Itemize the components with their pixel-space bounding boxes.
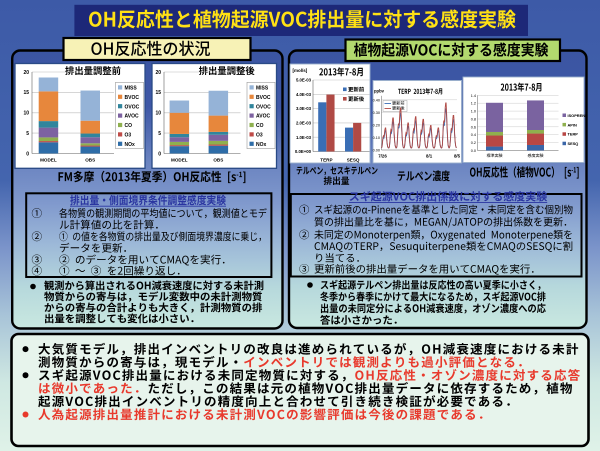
svg-text:NOx: NOx bbox=[256, 142, 267, 148]
svg-text:15: 15 bbox=[155, 90, 161, 96]
svg-text:2.0E-03: 2.0E-03 bbox=[296, 121, 312, 126]
svg-text:0.10: 0.10 bbox=[373, 136, 380, 140]
svg-text:APIN: APIN bbox=[568, 122, 577, 127]
svg-text:CO: CO bbox=[256, 123, 264, 129]
svg-text:ppbv: ppbv bbox=[374, 89, 385, 94]
svg-text:SESQ: SESQ bbox=[568, 141, 579, 146]
svg-text:0.6: 0.6 bbox=[471, 125, 476, 129]
svg-text:5: 5 bbox=[26, 131, 29, 137]
svg-text:[mol/s]: [mol/s] bbox=[293, 68, 308, 73]
svg-text:MISS: MISS bbox=[125, 86, 138, 92]
svg-text:0.4: 0.4 bbox=[471, 133, 476, 137]
svg-text:AVOC: AVOC bbox=[256, 114, 270, 120]
svg-text:0.40: 0.40 bbox=[373, 98, 380, 102]
svg-text:TERP: TERP bbox=[568, 132, 579, 137]
svg-text:0.30: 0.30 bbox=[373, 111, 380, 115]
svg-text:5: 5 bbox=[158, 131, 161, 137]
svg-text:CO: CO bbox=[125, 123, 133, 129]
svg-text:OVOC: OVOC bbox=[256, 104, 271, 110]
svg-text:O3: O3 bbox=[125, 133, 132, 139]
svg-text:15: 15 bbox=[23, 90, 29, 96]
svg-text:1.0E-03: 1.0E-03 bbox=[296, 135, 312, 140]
svg-text:0.0: 0.0 bbox=[471, 149, 476, 153]
svg-text:0.2: 0.2 bbox=[471, 141, 476, 145]
svg-text:MISS: MISS bbox=[256, 86, 269, 92]
svg-text:20: 20 bbox=[155, 70, 161, 76]
svg-text:TERP: TERP bbox=[320, 158, 332, 163]
svg-text:7/26: 7/26 bbox=[378, 153, 387, 158]
svg-text:BVOC: BVOC bbox=[256, 95, 271, 101]
svg-text:0.0E+00: 0.0E+00 bbox=[295, 149, 312, 154]
svg-text:0: 0 bbox=[26, 151, 29, 157]
svg-text:1.2: 1.2 bbox=[471, 102, 476, 106]
svg-text:20: 20 bbox=[23, 70, 29, 76]
svg-text:8/5: 8/5 bbox=[454, 153, 461, 158]
svg-text:MODEL: MODEL bbox=[40, 158, 57, 163]
svg-text:5.0E-03: 5.0E-03 bbox=[296, 78, 312, 83]
svg-text:ISOPRENE: ISOPRENE bbox=[568, 113, 589, 118]
svg-text:8/1: 8/1 bbox=[426, 153, 433, 158]
svg-text:1.4: 1.4 bbox=[471, 94, 476, 98]
svg-text:10: 10 bbox=[23, 111, 29, 117]
svg-text:0.20: 0.20 bbox=[373, 123, 380, 127]
svg-text:MODEL: MODEL bbox=[171, 158, 188, 163]
svg-text:3.0E-03: 3.0E-03 bbox=[296, 106, 312, 111]
svg-text:AVOC: AVOC bbox=[125, 114, 139, 120]
svg-text:0.00: 0.00 bbox=[373, 149, 380, 153]
svg-text:OBS: OBS bbox=[85, 158, 95, 163]
svg-text:1.0: 1.0 bbox=[471, 110, 476, 114]
svg-text:4.0E-03: 4.0E-03 bbox=[296, 92, 312, 97]
svg-text:0: 0 bbox=[158, 151, 161, 157]
svg-text:O3: O3 bbox=[256, 133, 263, 139]
svg-text:SESQ: SESQ bbox=[347, 158, 360, 163]
svg-text:NOx: NOx bbox=[125, 142, 136, 148]
svg-text:OBS: OBS bbox=[213, 158, 223, 163]
svg-text:OVOC: OVOC bbox=[125, 104, 140, 110]
svg-text:10: 10 bbox=[155, 111, 161, 117]
svg-text:BVOC: BVOC bbox=[125, 95, 140, 101]
svg-text:0.8: 0.8 bbox=[471, 118, 476, 122]
